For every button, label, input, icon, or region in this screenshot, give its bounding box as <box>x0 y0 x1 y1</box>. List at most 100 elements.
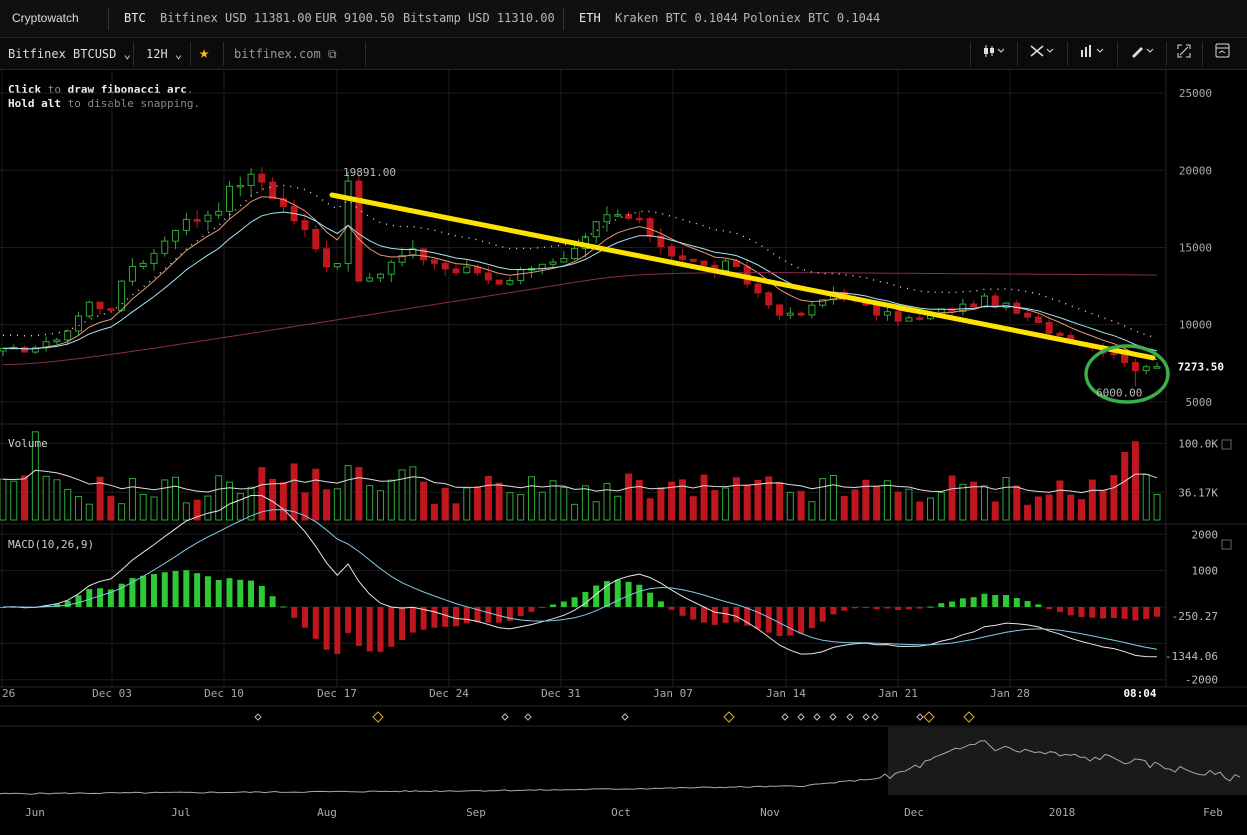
ticker-eur[interactable]: EUR 9100.50 <box>315 11 395 25</box>
macd-histogram-bar <box>183 570 190 607</box>
volume-bar <box>743 484 751 521</box>
candle-body <box>430 259 438 264</box>
candle-body <box>366 277 374 282</box>
candle-body <box>700 260 708 266</box>
candle-body <box>323 248 331 268</box>
settings-panel-button[interactable] <box>1208 42 1236 66</box>
volume-bar <box>215 475 223 521</box>
eth-label[interactable]: ETH <box>579 11 601 25</box>
volume-bar <box>635 480 643 521</box>
navigator-tick-label: Jul <box>171 806 191 819</box>
macd-histogram-bar <box>873 607 880 610</box>
macd-tick-label: -2000 <box>1185 674 1218 687</box>
volume-bar <box>1024 504 1032 521</box>
volume-bar <box>1045 494 1053 521</box>
macd-histogram-bar <box>517 607 524 616</box>
btc-label[interactable]: BTC <box>124 11 146 25</box>
indicators-button[interactable] <box>1022 42 1062 66</box>
favorite-star-icon[interactable]: ★ <box>199 43 210 63</box>
candle-body <box>236 184 244 188</box>
candle-body <box>991 295 999 308</box>
macd-histogram-bar <box>1067 607 1074 616</box>
divider <box>133 42 134 66</box>
volume-bar <box>883 480 891 521</box>
candle-body <box>1056 332 1064 336</box>
volume-bar <box>646 498 654 521</box>
macd-histogram-bar <box>560 601 567 607</box>
volume-bar <box>279 482 287 521</box>
ticker-bitfinex-usd[interactable]: Bitfinex USD 11381.00 <box>160 11 312 25</box>
macd-histogram-bar <box>571 597 578 607</box>
macd-histogram-bar <box>107 589 114 607</box>
macd-histogram-bar <box>442 607 449 627</box>
macd-histogram-bar <box>679 607 686 616</box>
event-marker <box>963 711 975 723</box>
chart-canvas[interactable]: 19891.00 6000.00 25000 20000 15000 10000 5000 7… <box>0 70 1247 835</box>
candle-body <box>980 295 988 308</box>
candle-body <box>463 266 471 274</box>
ticker-kraken-btc[interactable]: Kraken BTC 0.1044 <box>615 11 738 25</box>
volume-bar <box>732 477 740 521</box>
macd-histogram-bar <box>657 601 664 607</box>
volume-bar <box>333 488 341 521</box>
candle-body <box>398 255 406 263</box>
macd-histogram-bar <box>959 598 966 607</box>
macd-histogram-bar <box>0 607 6 608</box>
candle-body <box>441 262 449 270</box>
price-tick-label: 10000 <box>1179 319 1212 332</box>
macd-histogram-bar <box>258 586 265 607</box>
ticker-poloniex-btc[interactable]: Poloniex BTC 0.1044 <box>743 11 881 25</box>
volume-bar <box>894 491 902 521</box>
interval-selector[interactable]: 12H ⌄ <box>146 47 182 61</box>
candle-body <box>754 283 762 294</box>
macd-histogram-bar <box>711 607 718 625</box>
candle-body <box>269 181 277 200</box>
interval-label: 12H <box>146 47 168 61</box>
histogram-icon <box>1081 45 1104 57</box>
macd-histogram-bar <box>798 607 805 634</box>
volume-bar <box>851 489 859 521</box>
macd-histogram-bar <box>194 573 201 607</box>
brand-logo[interactable]: Cryptowatch <box>12 11 79 25</box>
chart-type-button[interactable] <box>976 42 1012 66</box>
macd-histogram-bar <box>744 607 751 626</box>
candle-body <box>657 235 665 248</box>
macd-histogram-bar <box>1024 601 1031 607</box>
exchange-link[interactable]: bitfinex.com ⧉ <box>234 47 337 61</box>
candle-body <box>614 214 622 217</box>
volume-bar <box>128 478 136 521</box>
close-panel-icon <box>1221 539 1232 550</box>
macd-histogram-bar <box>938 603 945 607</box>
navigator-tick-label: Aug <box>317 806 337 819</box>
event-marker <box>846 713 854 721</box>
macd-histogram-bar <box>733 607 740 623</box>
studies-button[interactable] <box>1072 42 1112 66</box>
candlestick-icon <box>984 45 1005 57</box>
volume-bar <box>506 492 514 521</box>
volume-bar <box>139 493 147 521</box>
macd-histogram-bar <box>485 607 492 623</box>
macd-histogram-bar <box>1089 607 1096 618</box>
price-tick-label: 5000 <box>1186 396 1213 409</box>
event-marker <box>723 711 735 723</box>
volume-bar <box>312 468 320 521</box>
fullscreen-button[interactable] <box>1170 42 1198 66</box>
hint-key: Hold alt <box>8 97 61 110</box>
event-marker <box>524 713 532 721</box>
market-selector[interactable]: Bitfinex BTCUSD ⌄ <box>8 47 131 61</box>
ticker-bitstamp-usd[interactable]: Bitstamp USD 11310.00 <box>403 11 555 25</box>
drawing-tools-button[interactable] <box>1122 42 1162 66</box>
volume-bar <box>236 493 244 521</box>
candle-body <box>538 263 546 269</box>
candle-body <box>571 248 579 260</box>
volume-bar <box>689 496 697 521</box>
macd-histogram-bar <box>701 607 708 623</box>
volume-bar <box>42 475 50 521</box>
external-link-icon: ⧉ <box>327 47 337 61</box>
macd-histogram-bar <box>1143 607 1150 619</box>
volume-bar <box>161 479 169 521</box>
volume-bar <box>581 485 589 521</box>
divider <box>1202 42 1203 66</box>
candle-body <box>247 173 255 186</box>
macd-histogram-bar <box>776 607 783 637</box>
